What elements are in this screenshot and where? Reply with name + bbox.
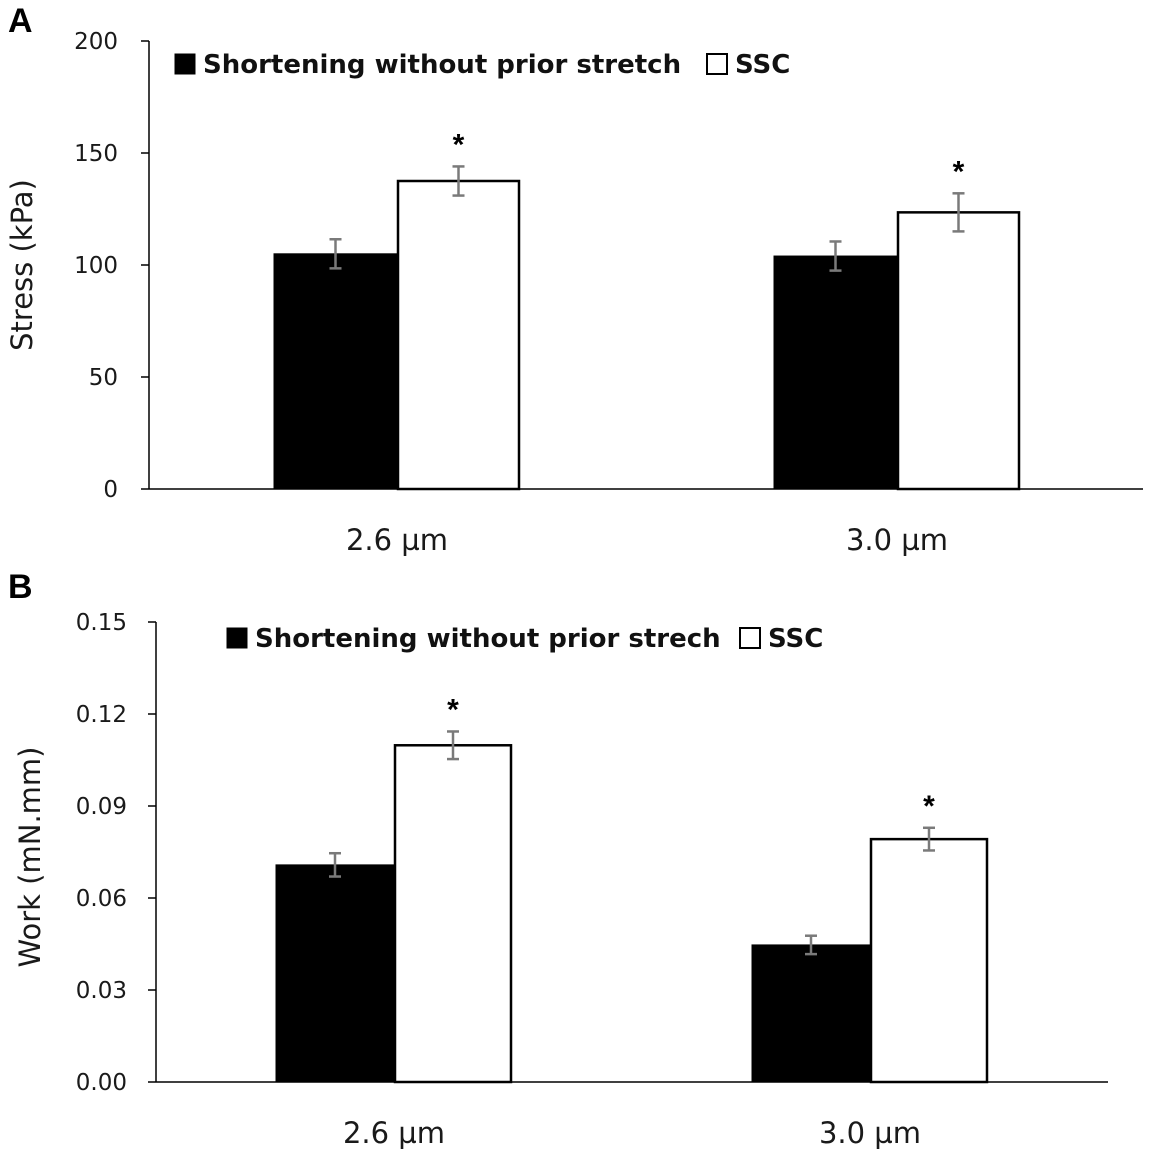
legend-label-ssc: SSC — [735, 50, 790, 80]
chart-panel-b: B Work (mN.mm) 0.00 0.03 0.06 0.09 0.12 0.15 * 2.… — [8, 568, 1108, 1150]
bar-ssc-1 — [396, 179, 521, 491]
legend-swatch-ssc — [706, 53, 728, 75]
y-tick-label: 0.00 — [76, 1070, 127, 1096]
panel-label: B — [8, 568, 33, 606]
bar-ssc-2 — [869, 837, 989, 1084]
y-axis-title: Stress (kPa) — [5, 179, 39, 351]
y-tick-label: 150 — [74, 141, 118, 167]
significance-star: * — [953, 155, 965, 188]
y-tick-label: 0.06 — [76, 886, 127, 912]
legend-swatch-shortening — [174, 53, 196, 75]
legend-swatch-ssc — [739, 627, 761, 649]
significance-star: * — [453, 128, 465, 161]
legend-label-ssc: SSC — [768, 624, 823, 654]
legend-swatch-shortening — [226, 627, 248, 649]
legend: Shortening without prior stretch SSC — [174, 50, 790, 80]
y-tick-label: 0.12 — [76, 702, 127, 728]
bar-ssc-2 — [896, 211, 1021, 491]
significance-star: * — [447, 693, 459, 726]
chart-panel-a: A Stress (kPa) 0 50 100 150 200 * 2.6 µm * 3.0 µm S… — [5, 2, 1143, 557]
significance-star: * — [923, 790, 935, 823]
y-axis-title: Work (mN.mm) — [13, 747, 47, 968]
legend: Shortening without prior strech SSC — [226, 624, 823, 654]
bar-ssc-1 — [393, 744, 513, 1084]
y-tick-label: 0.09 — [76, 794, 127, 820]
x-category-label: 3.0 µm — [819, 1116, 921, 1150]
bar-shortening-1 — [275, 864, 395, 1083]
bar-shortening-2 — [751, 944, 871, 1083]
y-tick-label: 200 — [74, 29, 118, 55]
legend-label-shortening: Shortening without prior stretch — [203, 50, 681, 80]
y-tick-label: 0.15 — [76, 610, 127, 636]
y-tick-label: 0 — [103, 477, 118, 503]
panel-label: A — [8, 2, 33, 40]
y-tick-label: 0.03 — [76, 978, 127, 1004]
y-tick-label: 100 — [74, 253, 118, 279]
bar-shortening-1 — [273, 253, 398, 490]
x-category-label: 2.6 µm — [343, 1116, 445, 1150]
legend-label-shortening: Shortening without prior strech — [255, 624, 721, 654]
y-tick-label: 50 — [89, 365, 118, 391]
x-category-label: 3.0 µm — [846, 523, 948, 557]
bar-shortening-2 — [773, 255, 898, 490]
x-category-label: 2.6 µm — [346, 523, 448, 557]
